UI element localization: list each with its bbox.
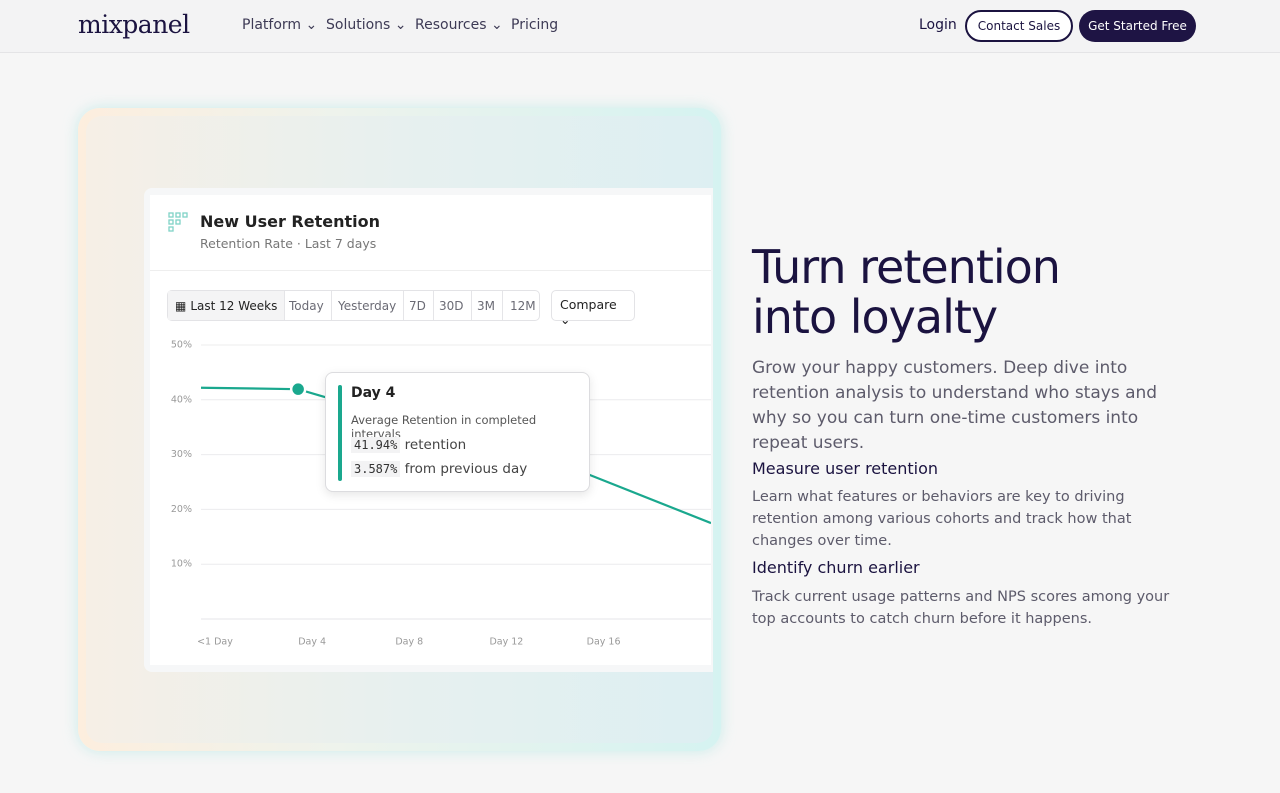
hero-lead: Grow your happy customers. Deep dive int… [752,358,1158,453]
tooltip: Day 4 Average Retention in completed int… [325,372,590,492]
range-tab[interactable]: 3M [470,291,503,320]
range-tab[interactable]: 30D [432,291,472,320]
tooltip-value: 41.94% [351,437,401,453]
y-tick-label: 30% [171,449,192,460]
nav-bar: mixpanel Platform ⌄ Solutions ⌄ Resource… [0,0,1280,53]
range-tab[interactable]: 12M [510,298,536,313]
nav-link-text: Solutions [326,17,391,33]
hero-title: into loyalty [752,290,998,344]
contact-button[interactable]: Contact Sales [965,10,1073,42]
y-tick-label: 10% [171,559,192,570]
tooltip-label: from previous day [404,461,528,477]
tooltip-accent [338,385,342,481]
tooltip-row: 41.94% retention [351,437,466,453]
report-title: New User Retention [200,212,380,231]
x-tick-label: Day 16 [587,637,621,648]
feature-title: Identify churn earlier [752,558,920,577]
x-tick-label: Day 8 [395,637,423,648]
nav-link-text: Platform [242,17,302,33]
y-tick-label: 40% [171,394,192,405]
report-icon [168,212,188,232]
nav-link[interactable]: Resources ⌄ [415,17,503,33]
nav-link[interactable]: Pricing [511,17,559,33]
divider [150,270,711,271]
compare-text: Compare [560,297,617,312]
x-tick-label: Day 4 [298,637,326,648]
y-tick-label: 20% [171,504,192,515]
feature-text: Track current usage patterns and NPS sco… [752,589,1170,627]
hero-title: Turn retention [752,240,1061,294]
compare-button[interactable]: Compare ⌄ [551,290,635,327]
feature-title: Measure user retention [752,459,939,478]
nav-link-text: Resources [415,17,487,33]
range-tab[interactable]: Today [282,291,332,320]
logo[interactable]: mixpanel [78,10,190,39]
tooltip-title: Day 4 [351,385,396,401]
x-tick-label: Day 12 [489,637,523,648]
nav-link[interactable]: Platform ⌄ [242,17,318,33]
range-tab[interactable]: ▦ Last 12 Weeks [168,291,286,320]
range-tab[interactable]: 7D [402,291,434,320]
x-tick-label: <1 Day [197,637,233,648]
highlight-point [289,380,307,398]
range-tab[interactable]: Yesterday [331,291,405,320]
tooltip-row: 3.587% from previous day [351,461,527,477]
cta-button[interactable]: Get Started Free [1079,10,1196,42]
login-link[interactable]: Login [919,17,957,33]
range-tab-text: Last 12 Weeks [190,298,278,313]
report-subtitle: Retention Rate · Last 7 days [200,236,377,251]
y-tick-label: 50% [171,340,192,351]
tooltip-label: retention [404,437,467,453]
tooltip-value: 3.587% [351,461,401,477]
feature-text: Learn what features or behaviors are key… [752,489,1132,549]
nav-link[interactable]: Solutions ⌄ [326,17,407,33]
